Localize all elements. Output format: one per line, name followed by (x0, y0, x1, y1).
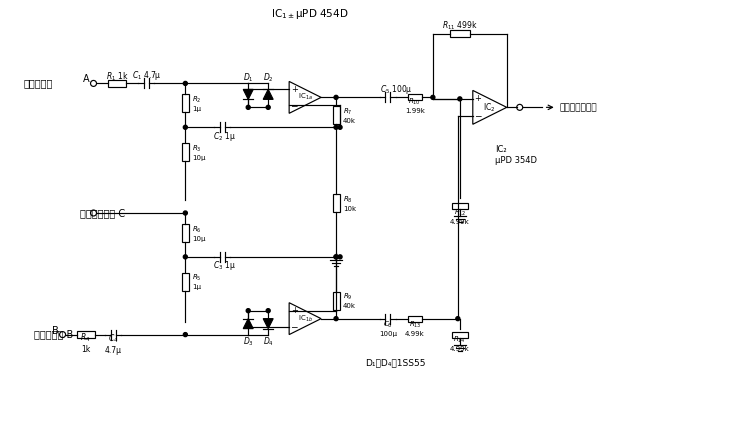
Text: $R_5$
1μ: $R_5$ 1μ (192, 273, 202, 290)
Bar (333, 292, 339, 310)
Text: IC$_2$: IC$_2$ (484, 101, 496, 114)
Text: +: + (291, 306, 298, 315)
Bar (408, 316, 422, 321)
Polygon shape (263, 89, 273, 99)
Text: IC₂
μPD 354D: IC₂ μPD 354D (495, 146, 537, 165)
Circle shape (246, 309, 250, 313)
Circle shape (183, 211, 188, 215)
Text: IC$_{1a}$: IC$_{1a}$ (298, 92, 312, 102)
Text: IC$_{1b}$: IC$_{1b}$ (298, 313, 312, 324)
Text: $R_{13}$
4.99k: $R_{13}$ 4.99k (405, 320, 425, 337)
Circle shape (334, 255, 338, 259)
Circle shape (338, 255, 342, 259)
Text: $R_{14}$
4.99k: $R_{14}$ 4.99k (450, 335, 470, 352)
Polygon shape (243, 319, 253, 329)
Bar (108, 80, 127, 87)
Circle shape (334, 95, 338, 99)
Text: $D_2$: $D_2$ (263, 71, 273, 84)
Text: B: B (52, 326, 59, 335)
Circle shape (266, 309, 270, 313)
Text: $R_{12}$
4.99k: $R_{12}$ 4.99k (450, 207, 470, 225)
Circle shape (334, 317, 338, 321)
Text: $R_{11}$ 499k: $R_{11}$ 499k (442, 19, 478, 32)
Text: $C_6$
100μ: $C_6$ 100μ (379, 320, 397, 337)
Polygon shape (263, 319, 273, 329)
Text: A: A (84, 74, 90, 85)
Circle shape (183, 255, 188, 259)
Bar (333, 194, 339, 212)
Text: $R_7$
40k: $R_7$ 40k (343, 107, 356, 124)
Text: 传感器电极: 传感器电极 (24, 78, 54, 88)
Text: $C_2$ 1μ: $C_2$ 1μ (213, 130, 236, 143)
Circle shape (431, 95, 435, 99)
Bar (452, 332, 468, 338)
Text: $R_4$
1k: $R_4$ 1k (81, 331, 91, 354)
Text: 传感器电极 B: 传感器电极 B (34, 330, 73, 340)
Text: $R_2$
1μ: $R_2$ 1μ (192, 95, 202, 112)
Text: $R_8$
10k: $R_8$ 10k (343, 195, 356, 212)
Bar (182, 143, 189, 161)
Bar (182, 273, 189, 291)
Text: $D_1$: $D_1$ (243, 71, 254, 84)
Text: $R_{10}$
1.99k: $R_{10}$ 1.99k (405, 97, 425, 114)
Polygon shape (243, 89, 253, 99)
Bar (182, 94, 189, 113)
Text: −: − (474, 111, 482, 120)
Text: 流体公共电位 C: 流体公共电位 C (80, 208, 125, 218)
Text: $C_4$
4.7μ: $C_4$ 4.7μ (105, 332, 122, 355)
Bar (182, 224, 189, 242)
Circle shape (183, 125, 188, 129)
Text: $D_3$: $D_3$ (243, 335, 254, 348)
Text: $C_3$ 1μ: $C_3$ 1μ (213, 259, 236, 272)
Text: $C_5$ 100μ: $C_5$ 100μ (380, 83, 413, 96)
Bar (76, 331, 95, 338)
Circle shape (246, 105, 250, 109)
Text: $C_1$ 4.7μ: $C_1$ 4.7μ (132, 69, 161, 82)
Circle shape (456, 317, 460, 321)
Text: +: + (474, 94, 482, 103)
Circle shape (458, 97, 462, 101)
Text: IC$_{1\pm}$μPD 454D: IC$_{1\pm}$μPD 454D (271, 7, 349, 21)
Text: $D_4$: $D_4$ (262, 335, 273, 348)
Bar (452, 203, 468, 209)
Bar (408, 94, 422, 100)
Text: $R_6$
10μ: $R_6$ 10μ (192, 224, 206, 242)
Circle shape (266, 105, 270, 109)
Circle shape (334, 255, 338, 259)
Bar (450, 30, 470, 37)
Text: $R_1$ 1k: $R_1$ 1k (106, 70, 129, 82)
Circle shape (338, 125, 342, 129)
Text: $R_9$
40k: $R_9$ 40k (343, 292, 356, 309)
Bar (333, 106, 339, 124)
Circle shape (183, 332, 188, 337)
Circle shape (183, 82, 188, 85)
Text: $R_3$
10μ: $R_3$ 10μ (192, 143, 206, 161)
Circle shape (334, 125, 338, 129)
Text: +: + (291, 85, 298, 94)
Text: −: − (290, 101, 298, 110)
Text: 到次级采样保持: 到次级采样保持 (559, 103, 597, 112)
Text: D₁～D₄：1SS55: D₁～D₄：1SS55 (365, 358, 425, 367)
Text: −: − (290, 322, 298, 331)
